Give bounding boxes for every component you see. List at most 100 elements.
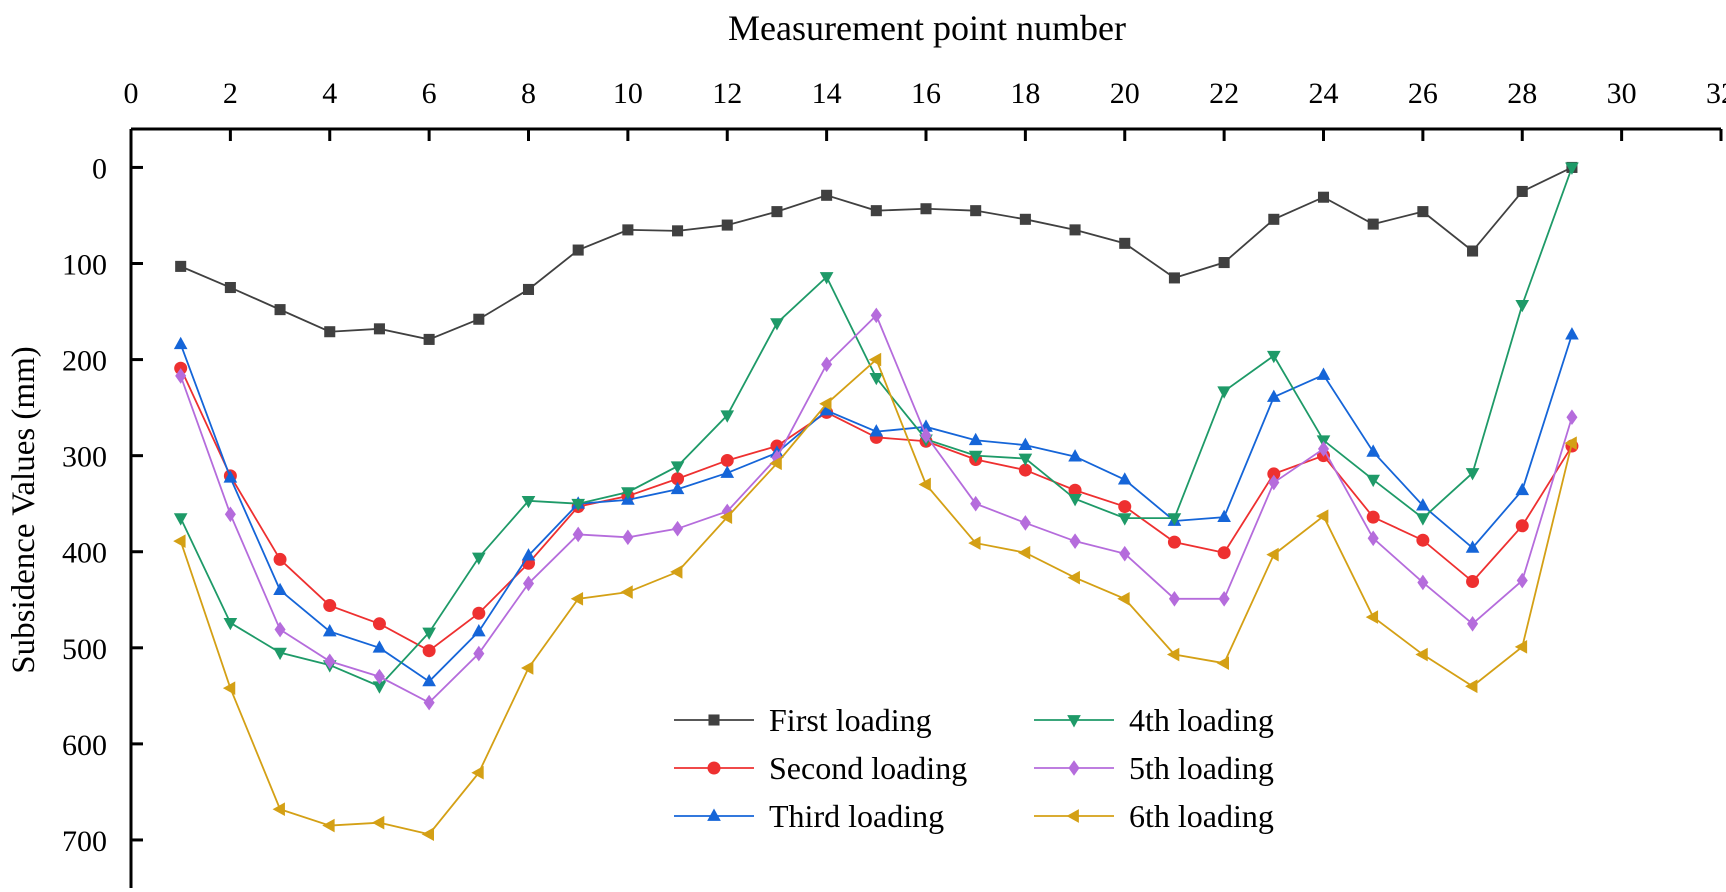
data-point [819, 396, 832, 411]
data-point [769, 456, 782, 471]
x-tick-label: 0 [124, 77, 139, 110]
x-tick-label: 2 [223, 77, 238, 110]
data-point [1117, 591, 1130, 606]
data-point [1465, 679, 1478, 694]
x-tick-label: 12 [712, 77, 742, 110]
data-point [770, 318, 784, 331]
data-point [1118, 500, 1132, 514]
data-point [471, 765, 484, 780]
data-point [322, 818, 335, 833]
data-point [1366, 444, 1381, 457]
data-point [322, 624, 337, 637]
data-point [422, 644, 436, 658]
data-point [324, 326, 336, 338]
data-point [1515, 299, 1530, 313]
data-point [1465, 468, 1480, 481]
x-tick-label: 30 [1607, 77, 1637, 110]
data-point [1266, 350, 1281, 364]
data-point [1068, 449, 1082, 462]
data-point [471, 624, 486, 637]
data-point [1069, 224, 1081, 236]
data-point [272, 802, 285, 817]
data-point [1266, 389, 1281, 402]
data-point [1417, 206, 1429, 218]
data-point [1366, 510, 1380, 524]
data-point [819, 272, 834, 285]
data-point [473, 645, 485, 662]
legend-entry: First loading [674, 702, 932, 738]
data-point [473, 313, 485, 325]
data-point [1417, 574, 1429, 591]
data-point [372, 640, 387, 653]
data-point [472, 606, 486, 620]
data-point [1168, 272, 1180, 284]
data-point [1217, 509, 1231, 523]
x-tick-label: 6 [422, 77, 437, 110]
data-point [371, 815, 385, 830]
y-tick-label: 500 [62, 633, 107, 666]
data-point [273, 582, 287, 596]
data-point [323, 599, 337, 613]
legend-marker [707, 808, 721, 821]
x-tick-label: 32 [1706, 77, 1726, 110]
data-point [1217, 386, 1231, 399]
data-point [720, 453, 734, 467]
data-point [870, 307, 882, 324]
data-point [721, 219, 733, 231]
data-point [1018, 453, 1033, 467]
data-point [1415, 647, 1428, 662]
data-point [224, 282, 236, 294]
data-point [719, 510, 733, 524]
x-tick-label: 24 [1309, 77, 1339, 110]
data-point [920, 427, 932, 444]
data-point [870, 205, 882, 217]
data-point [471, 552, 486, 565]
data-point [572, 526, 584, 543]
data-point [222, 681, 236, 695]
x-tick-label: 16 [911, 77, 941, 110]
data-point [175, 260, 187, 272]
data-point [572, 244, 584, 256]
data-point [1018, 463, 1032, 477]
data-point [1565, 327, 1579, 340]
data-point [273, 647, 287, 661]
x-tick-label: 20 [1110, 77, 1140, 110]
data-point [1466, 575, 1480, 589]
legend-marker [1066, 809, 1079, 823]
data-point [1515, 519, 1529, 533]
data-point [522, 283, 535, 295]
data-point [1367, 530, 1379, 547]
data-point [274, 621, 286, 638]
legend-marker [708, 714, 720, 726]
data-point [421, 827, 434, 842]
data-point [1069, 533, 1081, 549]
data-point [1316, 509, 1329, 524]
y-tick-label: 600 [62, 729, 107, 762]
data-point [819, 403, 834, 416]
data-point [173, 534, 186, 548]
x-tick-label: 14 [812, 77, 842, 110]
y-tick-label: 300 [62, 441, 107, 474]
data-point [1068, 494, 1082, 507]
data-point [1367, 218, 1379, 230]
y-tick-label: 400 [62, 537, 107, 570]
x-tick-label: 22 [1209, 77, 1239, 110]
data-point [1268, 213, 1280, 225]
data-point [423, 694, 435, 711]
data-point [1316, 367, 1331, 380]
data-point [720, 410, 735, 423]
data-point [1416, 513, 1430, 526]
data-point [274, 304, 286, 316]
legend-label: First loading [769, 702, 932, 738]
data-point [1467, 615, 1479, 632]
data-point [821, 189, 833, 201]
data-point [1119, 237, 1131, 249]
data-point [672, 520, 684, 537]
series-2 [174, 361, 1579, 658]
legend-entry: 5th loading [1034, 750, 1274, 786]
data-point [968, 536, 981, 550]
legend-marker [1067, 715, 1081, 728]
data-point [622, 529, 634, 546]
legend-entry: 6th loading [1034, 798, 1274, 834]
